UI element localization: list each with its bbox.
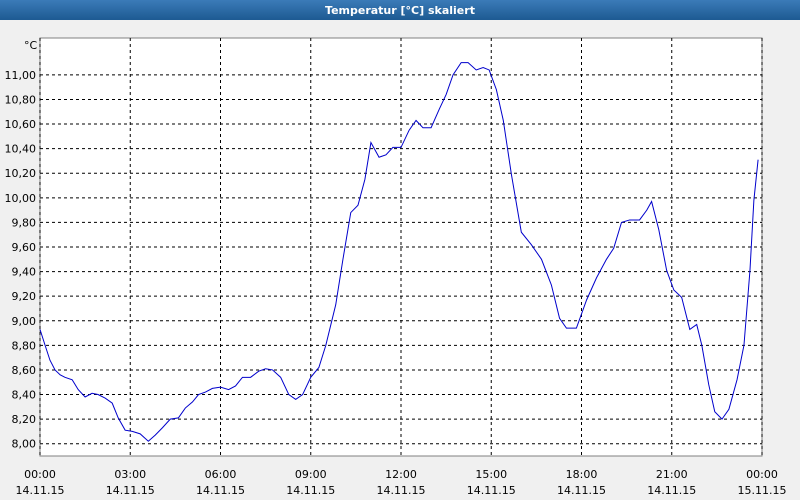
y-tick-label: 9,80 (12, 216, 37, 229)
y-tick-label: 10,20 (5, 167, 37, 180)
y-tick-label: 11,00 (5, 69, 37, 82)
x-tick-date: 15.11.15 (738, 484, 787, 497)
y-tick-label: 9,00 (12, 315, 37, 328)
chart-title: Temperatur [°C] skaliert (325, 4, 475, 17)
data-line (39, 62, 759, 442)
x-tick-date: 14.11.15 (196, 484, 245, 497)
x-tick-label: 12:00 (385, 468, 417, 481)
x-tick-date: 14.11.15 (467, 484, 516, 497)
y-tick-label: 9,60 (12, 241, 37, 254)
x-tick-label: 06:00 (205, 468, 237, 481)
x-tick-date: 14.11.15 (106, 484, 155, 497)
x-tick-label: 00:00 (746, 468, 778, 481)
x-tick-date: 14.11.15 (16, 484, 65, 497)
y-tick-label: 10,60 (5, 118, 37, 131)
x-tick-date: 14.11.15 (286, 484, 335, 497)
x-tick-label: 15:00 (475, 468, 507, 481)
y-tick-label: 9,20 (12, 290, 37, 303)
y-tick-label: 10,80 (5, 93, 37, 106)
x-tick-label: 03:00 (114, 468, 146, 481)
x-tick-date: 14.11.15 (647, 484, 696, 497)
y-tick-label: 9,40 (12, 266, 37, 279)
x-tick-label: 00:00 (24, 468, 56, 481)
y-tick-label: 8,20 (12, 413, 37, 426)
x-tick-label: 21:00 (656, 468, 688, 481)
y-tick-label: 8,60 (12, 364, 37, 377)
x-tick-date: 14.11.15 (557, 484, 606, 497)
y-tick-label: 10,40 (5, 143, 37, 156)
y-tick-label: 8,80 (12, 339, 37, 352)
x-tick-label: 18:00 (566, 468, 598, 481)
y-tick-label: 8,40 (12, 389, 37, 402)
x-tick-date: 14.11.15 (377, 484, 426, 497)
x-tick-label: 09:00 (295, 468, 327, 481)
y-unit: °C (24, 39, 38, 52)
title-bar (0, 0, 800, 20)
y-tick-label: 10,00 (5, 192, 37, 205)
y-tick-label: 8,00 (12, 438, 37, 451)
